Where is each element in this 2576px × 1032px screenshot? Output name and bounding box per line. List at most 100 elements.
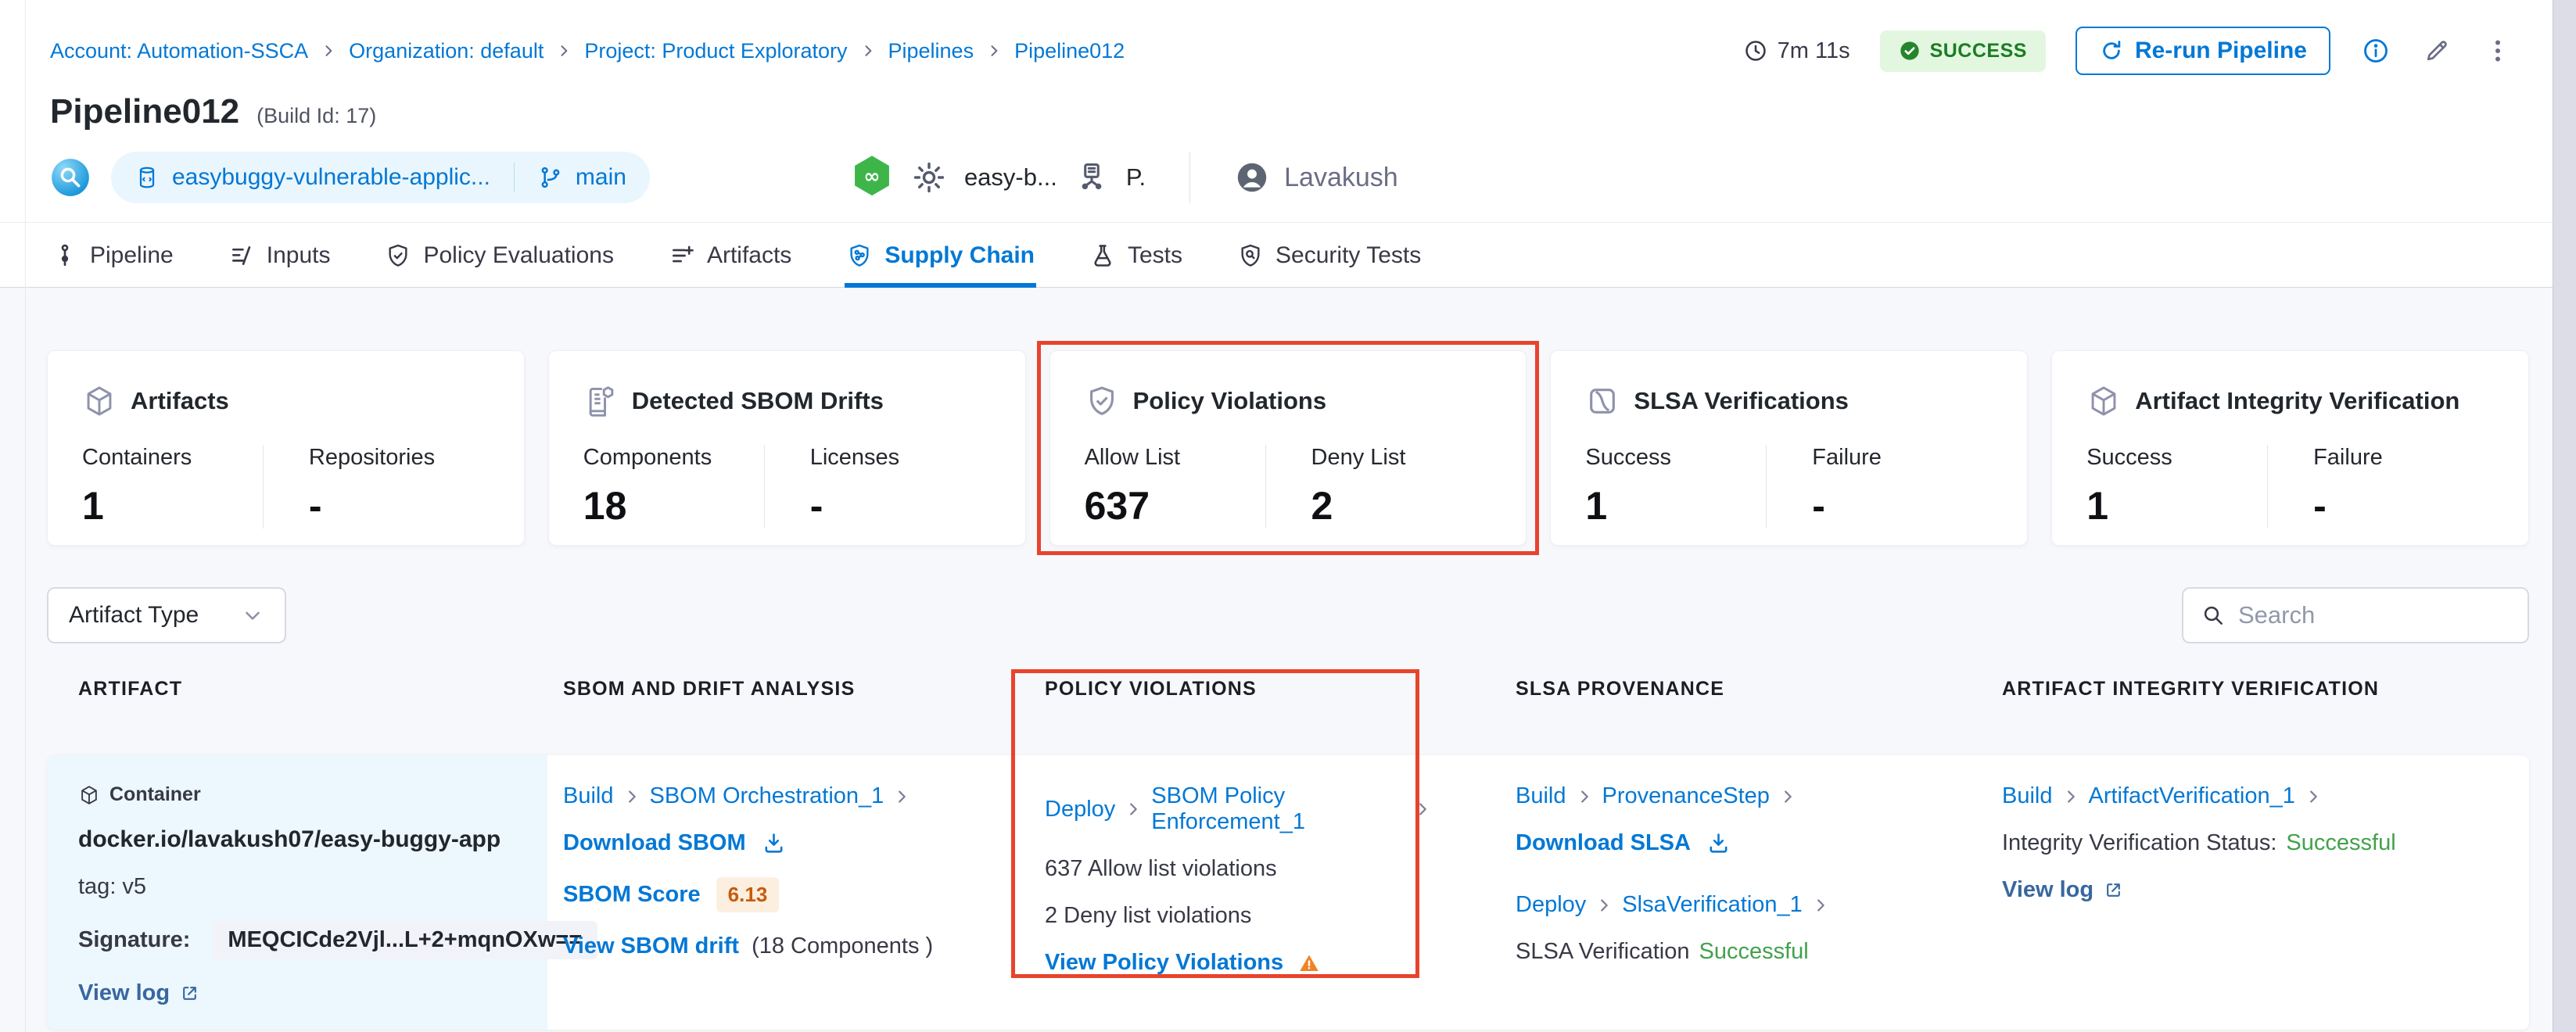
tab-label: Security Tests (1275, 242, 1422, 268)
tab-artifacts[interactable]: Artifacts (667, 223, 793, 287)
trigger-icon (52, 159, 89, 196)
slsa-icon (1585, 384, 1620, 418)
edit-pipeline-icon[interactable] (2421, 35, 2452, 66)
breadcrumb-separator-icon (321, 43, 336, 59)
sbom-cell: Build SBOM Orchestration_1 Download SBOM… (547, 755, 1017, 1030)
search-input[interactable] (2238, 601, 2510, 629)
view-policy-violations-link[interactable]: View Policy Violations (1045, 950, 1284, 975)
integrity-view-log-link[interactable]: View log (2002, 877, 2124, 903)
supply-chain-panel: Artifacts Containers 1 Repositories - Dete… (0, 288, 2576, 1032)
breadcrumb-organization[interactable]: Organization: default (349, 38, 544, 63)
status-successful: Successful (2286, 830, 2396, 855)
sbom-score-link[interactable]: SBOM Score (563, 882, 701, 907)
signature-value: MEQCICde2Vjl...L+2+mqnOXw== (212, 921, 598, 959)
table-header: ARTIFACT SBOM AND DRIFT ANALYSIS POLICY … (47, 678, 2529, 701)
download-sbom-link[interactable]: Download SBOM (563, 830, 746, 855)
card-title: Artifacts (131, 387, 229, 414)
metric-integrity-success: Success 1 (2086, 445, 2172, 528)
integrity-status: Integrity Verification Status: Successfu… (2002, 830, 2396, 855)
metric-allow-list: Allow List 637 (1084, 445, 1181, 528)
chevron-right-icon (2305, 788, 2322, 805)
artifacts-table: ARTIFACT SBOM AND DRIFT ANALYSIS POLICY … (47, 669, 2529, 1030)
tab-security-tests[interactable]: Security Tests (1236, 223, 1423, 287)
policy-evaluations-icon (385, 242, 411, 269)
artifact-name: docker.io/lavakush07/easy-buggy-app (78, 826, 501, 852)
deny-list-violations: 2 Deny list violations (1045, 903, 1252, 928)
col-sbom-drift: SBOM AND DRIFT ANALYSIS (563, 678, 856, 700)
tab-policy-evaluations[interactable]: Policy Evaluations (383, 223, 615, 287)
artifact-type-label: Artifact Type (69, 602, 199, 628)
breadcrumb-account[interactable]: Account: Automation-SSCA (50, 38, 309, 63)
tab-pipeline[interactable]: Pipeline (50, 223, 175, 287)
more-options-icon[interactable] (2482, 35, 2513, 66)
tab-label: Tests (1128, 242, 1183, 268)
sbom-step-path: Build SBOM Orchestration_1 (563, 783, 993, 809)
metric-licenses: Licenses - (763, 445, 991, 529)
step-link[interactable]: ProvenanceStep (1602, 783, 1770, 808)
step-link[interactable]: SBOM Orchestration_1 (649, 783, 884, 808)
slsa-cell: Build ProvenanceStep Download SLSA Deplo… (1455, 755, 1939, 1030)
policy-cell: Deploy SBOM Policy Enforcement_1 637 All… (1017, 755, 1455, 1030)
chevron-right-icon (1595, 897, 1613, 914)
search-box (2182, 587, 2529, 643)
tab-tests[interactable]: Tests (1088, 223, 1184, 287)
tab-supply-chain[interactable]: Supply Chain (845, 223, 1036, 288)
repo-link[interactable]: easybuggy-vulnerable-applic... (172, 164, 490, 190)
shield-check-icon (1085, 384, 1119, 418)
artifact-view-log-link[interactable]: View log (78, 980, 200, 1006)
card-title: SLSA Verifications (1634, 387, 1849, 414)
server-icon (1075, 160, 1109, 195)
stage-link[interactable]: Build (563, 783, 614, 808)
container-icon (78, 784, 100, 806)
tab-inputs[interactable]: Inputs (227, 223, 332, 287)
tab-bar: Pipeline Inputs Policy Evaluations Artif… (0, 222, 2576, 288)
breadcrumb-pipelines[interactable]: Pipelines (888, 38, 974, 63)
artifact-type-select[interactable]: Artifact Type (47, 587, 286, 643)
rerun-pipeline-button[interactable]: Re-run Pipeline (2075, 27, 2330, 75)
step-link[interactable]: SlsaVerification_1 (1622, 892, 1803, 917)
breadcrumb-pipeline012[interactable]: Pipeline012 (1014, 38, 1125, 63)
chevron-right-icon (1779, 788, 1796, 805)
harness-ci-icon: ∞ (855, 156, 889, 196)
step-link[interactable]: SBOM Policy Enforcement_1 (1151, 783, 1305, 834)
breadcrumb-project[interactable]: Project: Product Exploratory (584, 38, 848, 63)
download-icon (762, 831, 786, 855)
view-sbom-drift-link[interactable]: View SBOM drift (563, 933, 740, 959)
col-policy-violations: POLICY VIOLATIONS (1045, 678, 1257, 700)
tab-label: Inputs (266, 242, 331, 268)
download-slsa-link[interactable]: Download SLSA (1516, 830, 1691, 855)
svg-text:∞: ∞ (863, 164, 880, 188)
vertical-divider (1189, 152, 1191, 203)
chevron-right-icon (1812, 897, 1829, 914)
stage-link[interactable]: Deploy (1045, 796, 1116, 822)
col-artifact: ARTIFACT (78, 678, 183, 700)
breadcrumb-separator-icon (556, 43, 572, 59)
col-artifact-integrity: ARTIFACT INTEGRITY VERIFICATION (2002, 678, 2380, 700)
status-badge: SUCCESS (1879, 30, 2046, 72)
pipeline-icon (52, 242, 78, 269)
slsa-build-path: Build ProvenanceStep (1516, 783, 1916, 809)
metric-integrity-failure: Failure - (2267, 445, 2494, 529)
step-link[interactable]: ArtifactVerification_1 (2088, 783, 2295, 808)
stage-link[interactable]: Build (1516, 783, 1566, 808)
info-icon[interactable] (2360, 35, 2391, 66)
stage-link[interactable]: Build (2002, 783, 2053, 808)
external-link-icon (2103, 880, 2124, 901)
signature-label: Signature: (78, 927, 191, 952)
rerun-label: Re-run Pipeline (2134, 38, 2307, 63)
stage-link[interactable]: Deploy (1516, 892, 1587, 917)
page-title: Pipeline012 (50, 92, 240, 131)
gear-icon[interactable] (911, 159, 947, 195)
branch-link[interactable]: main (575, 164, 626, 190)
chevron-right-icon (623, 788, 640, 805)
tab-label: Policy Evaluations (423, 242, 614, 268)
artifact-cell: Container docker.io/lavakush07/easy-bugg… (47, 755, 598, 1030)
vertical-scrollbar[interactable] (2553, 0, 2576, 1032)
artifact-signature: Signature: MEQCICde2Vjl...L+2+mqnOXw== (78, 921, 598, 959)
slsa-verification-status: SLSA Verification Successful (1516, 939, 1809, 964)
card-title: Detected SBOM Drifts (631, 387, 884, 414)
duration-text: 7m 11s (1777, 38, 1850, 63)
download-icon (1706, 831, 1731, 855)
drift-count: (18 Components ) (752, 933, 934, 959)
card-sbom-drifts: Detected SBOM Drifts Components 18 Licens… (547, 350, 1026, 546)
